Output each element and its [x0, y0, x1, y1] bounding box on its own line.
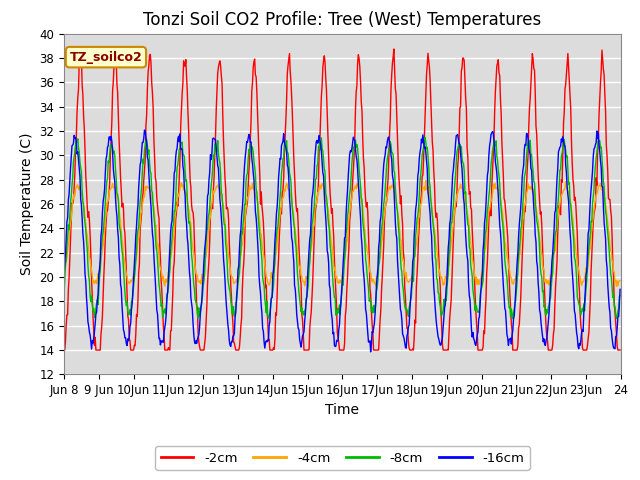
-8cm: [255, 224, 263, 229]
-16cm: [125, 335, 133, 340]
-8cm: [276, 194, 284, 200]
-4cm: [431, 236, 439, 241]
-4cm: [125, 281, 133, 287]
-2cm: [400, 255, 408, 261]
Line: -16cm: -16cm: [64, 130, 620, 352]
-8cm: [228, 302, 236, 308]
-4cm: [276, 212, 284, 218]
X-axis label: Time: Time: [325, 403, 360, 417]
Line: -8cm: -8cm: [64, 137, 620, 319]
-8cm: [616, 293, 624, 299]
-2cm: [228, 295, 236, 300]
Line: -4cm: -4cm: [64, 180, 620, 286]
-2cm: [125, 336, 133, 342]
-4cm: [399, 257, 407, 263]
-8cm: [421, 134, 429, 140]
-2cm: [390, 46, 397, 52]
-2cm: [616, 347, 624, 353]
-8cm: [509, 316, 516, 322]
-4cm: [228, 273, 236, 279]
Text: TZ_soilco2: TZ_soilco2: [70, 51, 142, 64]
-2cm: [60, 347, 68, 353]
-16cm: [401, 340, 408, 346]
-2cm: [431, 205, 439, 211]
-16cm: [256, 283, 264, 288]
-16cm: [60, 274, 68, 279]
-4cm: [255, 211, 263, 217]
-8cm: [399, 287, 407, 293]
-16cm: [616, 287, 624, 292]
Line: -2cm: -2cm: [64, 49, 620, 350]
-8cm: [431, 255, 439, 261]
-16cm: [141, 127, 148, 133]
-16cm: [432, 315, 440, 321]
-16cm: [277, 156, 285, 162]
-2cm: [276, 218, 284, 224]
-4cm: [60, 267, 68, 273]
-4cm: [612, 283, 620, 289]
Legend: -2cm, -4cm, -8cm, -16cm: -2cm, -4cm, -8cm, -16cm: [156, 446, 529, 470]
Y-axis label: Soil Temperature (C): Soil Temperature (C): [20, 133, 34, 275]
-4cm: [422, 178, 429, 183]
-16cm: [228, 339, 236, 345]
-4cm: [616, 278, 624, 284]
-8cm: [60, 291, 68, 297]
-8cm: [125, 312, 133, 317]
Title: Tonzi Soil CO2 Profile: Tree (West) Temperatures: Tonzi Soil CO2 Profile: Tree (West) Temp…: [143, 11, 541, 29]
-16cm: [367, 349, 374, 355]
-2cm: [255, 154, 263, 159]
